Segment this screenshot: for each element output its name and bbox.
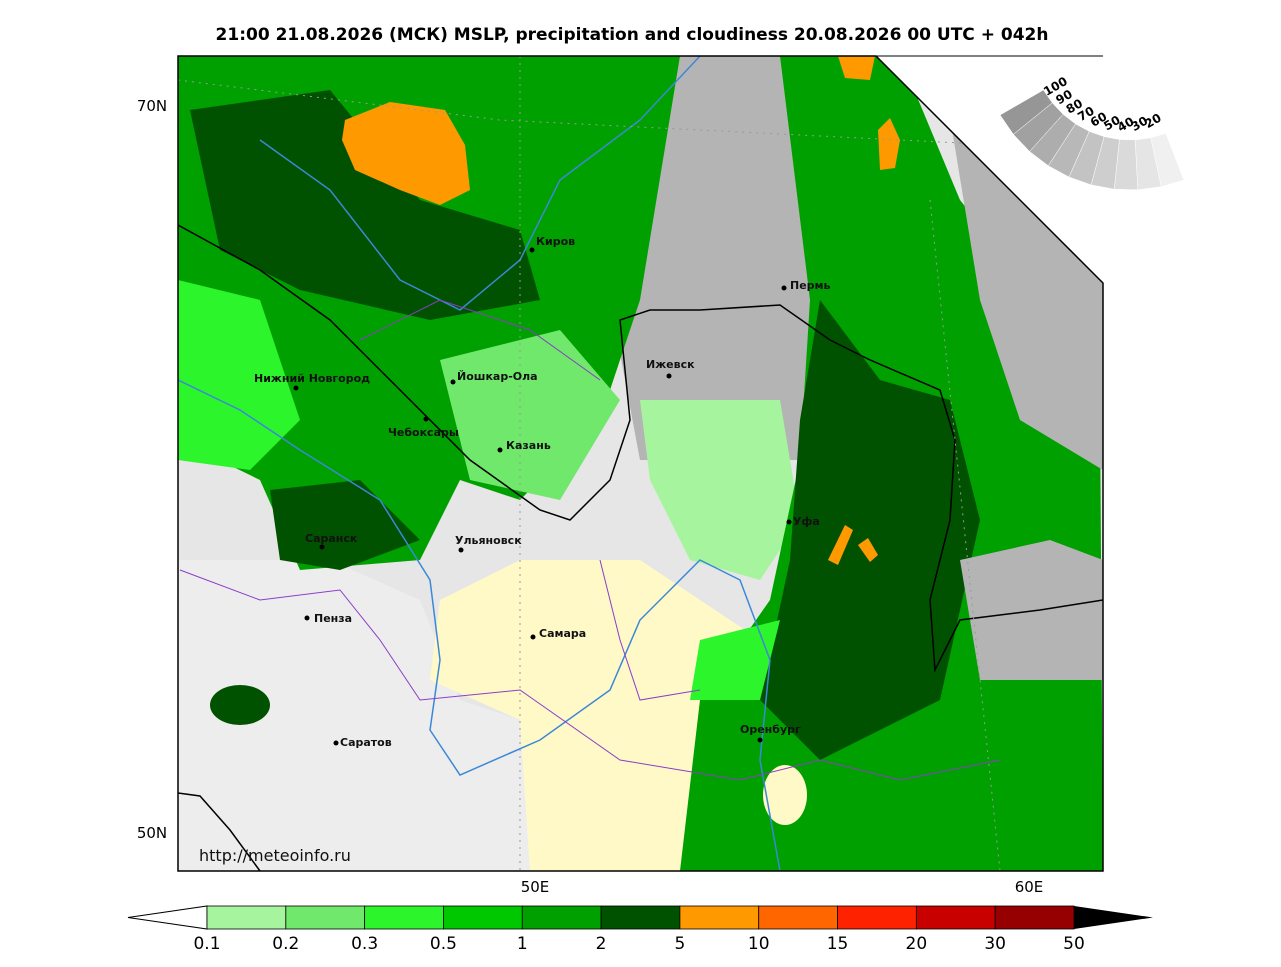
colorbar-label: 1 bbox=[517, 934, 528, 954]
colorbar-swatch bbox=[758, 905, 838, 930]
lat-label: 50N bbox=[137, 824, 167, 842]
city-label: Ижевск bbox=[646, 358, 695, 371]
city-label: Чебоксары bbox=[388, 426, 459, 439]
city-label: Пермь bbox=[790, 279, 831, 292]
colorbar-label: 0.3 bbox=[351, 934, 378, 954]
colorbar-swatch bbox=[364, 905, 444, 930]
lon-label: 50E bbox=[521, 878, 550, 896]
colorbar-label: 0.5 bbox=[430, 934, 457, 954]
city-dot bbox=[458, 547, 464, 553]
map bbox=[178, 56, 1103, 871]
colorbar-label: 5 bbox=[674, 934, 685, 954]
colorbar-label: 2 bbox=[596, 934, 607, 954]
colorbar-swatch bbox=[285, 905, 366, 930]
colorbar-swatch bbox=[521, 905, 602, 930]
city-dot bbox=[781, 285, 787, 291]
title: 21:00 21.08.2026 (МСК) MSLP, precipitati… bbox=[216, 25, 1049, 45]
cloud-swatch bbox=[1150, 133, 1185, 188]
colorbar-label: 15 bbox=[827, 934, 849, 954]
city-dot bbox=[757, 737, 763, 743]
city-dot bbox=[529, 247, 535, 253]
colorbar-label: 10 bbox=[748, 934, 770, 954]
colorbar-over bbox=[1074, 906, 1153, 929]
city-label: Нижний Новгород bbox=[254, 372, 370, 385]
colorbar-swatch bbox=[206, 905, 287, 930]
city-label: Самара bbox=[539, 627, 586, 640]
city-label: Оренбург bbox=[740, 723, 801, 736]
city-dot bbox=[304, 615, 310, 621]
city-label: Саранск bbox=[305, 532, 358, 545]
city-dot bbox=[319, 544, 325, 550]
colorbar-swatch bbox=[443, 905, 523, 930]
city-dot bbox=[666, 373, 672, 379]
colorbar-swatch bbox=[600, 905, 681, 930]
colorbar-label: 30 bbox=[984, 934, 1006, 954]
city-label: Уфа bbox=[793, 515, 820, 528]
cities: Киров Пермь Нижний Новгород Йошкар-Ола Ижевс… bbox=[254, 235, 831, 749]
colorbar-swatch bbox=[915, 905, 996, 930]
city-dot bbox=[497, 447, 503, 453]
city-label: Пенза bbox=[314, 612, 352, 625]
colorbar-label: 0.2 bbox=[272, 934, 299, 954]
city-dot bbox=[293, 385, 299, 391]
colorbar-under bbox=[127, 905, 208, 930]
colorbar-swatch bbox=[679, 905, 760, 930]
city-label: Казань bbox=[506, 439, 551, 452]
city-label: Йошкар-Ола bbox=[457, 370, 538, 383]
city-label: Киров bbox=[536, 235, 575, 248]
city-dot bbox=[333, 740, 339, 746]
city-label: Ульяновск bbox=[455, 534, 522, 547]
colorbar-label: 0.1 bbox=[193, 934, 220, 954]
colorbar: 0.1 0.2 0.3 0.5 1 2 5 10 15 20 30 50 bbox=[127, 905, 1153, 954]
url: http://meteoinfo.ru bbox=[199, 846, 351, 865]
city-dot bbox=[423, 416, 429, 422]
city-dot bbox=[786, 519, 792, 525]
colorbar-swatch bbox=[994, 905, 1075, 930]
lon-label: 60E bbox=[1015, 878, 1044, 896]
colorbar-label: 50 bbox=[1063, 934, 1085, 954]
colorbar-swatch bbox=[837, 905, 917, 930]
city-dot bbox=[450, 379, 456, 385]
colorbar-label: 20 bbox=[906, 934, 928, 954]
lat-label: 70N bbox=[137, 97, 167, 115]
city-dot bbox=[530, 634, 536, 640]
city-label: Саратов bbox=[340, 736, 392, 749]
